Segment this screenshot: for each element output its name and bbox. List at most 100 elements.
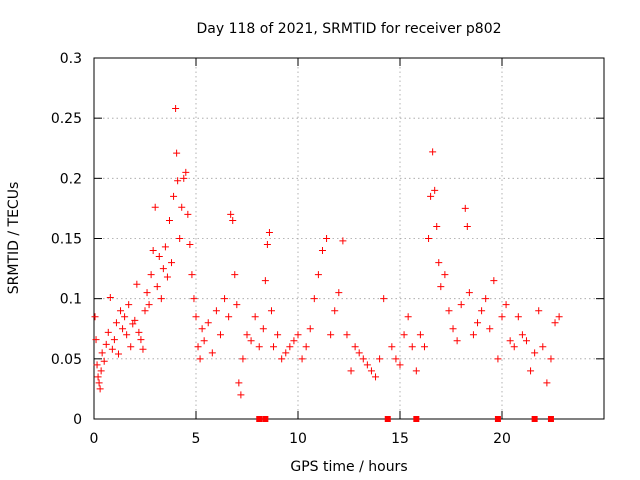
- data-point: [323, 235, 331, 242]
- x-axis-ticks: 0 5 10 15 20: [90, 58, 511, 447]
- data-point: [286, 343, 294, 351]
- data-point: [104, 328, 112, 336]
- data-point: [518, 331, 526, 339]
- data-point: [227, 210, 235, 218]
- data-point: [95, 379, 103, 387]
- data-point: [106, 293, 114, 301]
- data-point: [478, 307, 486, 315]
- data-point: [147, 271, 155, 279]
- data-point: [278, 355, 286, 363]
- data-point: [153, 283, 161, 291]
- data-point: [231, 271, 239, 279]
- data-point: [180, 174, 188, 182]
- data-point: [408, 343, 416, 351]
- data-point: [474, 319, 482, 327]
- data-point: [216, 331, 224, 339]
- data-point: [261, 277, 269, 285]
- data-point: [221, 295, 229, 303]
- data-point: [486, 325, 494, 333]
- data-point: [282, 349, 290, 357]
- data-point: [437, 283, 445, 291]
- data-point: [173, 149, 181, 157]
- grid-lines: [94, 58, 604, 419]
- data-point: [270, 343, 278, 351]
- data-point: [149, 247, 157, 255]
- data-point: [539, 343, 547, 351]
- data-point: [117, 307, 125, 315]
- data-point: [522, 337, 530, 345]
- data-point: [237, 391, 245, 399]
- data-point: [302, 343, 310, 351]
- data-point: [465, 289, 473, 297]
- data-point: [425, 235, 433, 242]
- data-point: [449, 325, 457, 333]
- data-point: [396, 361, 404, 369]
- data-point: [298, 355, 306, 363]
- data-point: [247, 337, 255, 345]
- zero-marker: [384, 416, 391, 422]
- data-point: [431, 186, 439, 194]
- data-point: [91, 313, 99, 321]
- data-point: [190, 295, 198, 303]
- data-point: [388, 343, 396, 351]
- data-point: [420, 343, 428, 351]
- y-axis-ticks: 0 0.05 0.1 0.15 0.2 0.25 0.3: [51, 51, 604, 428]
- data-point: [510, 343, 518, 351]
- data-point: [463, 222, 471, 230]
- data-point: [498, 313, 506, 321]
- data-point: [274, 331, 282, 339]
- data-point: [457, 301, 465, 309]
- data-point: [363, 361, 371, 369]
- data-point: [527, 367, 535, 375]
- data-point: [404, 313, 412, 321]
- data-point: [129, 320, 137, 328]
- y-tick-label: 0.25: [51, 111, 82, 127]
- data-point: [168, 259, 176, 267]
- data-point: [267, 307, 275, 315]
- data-point: [157, 295, 165, 303]
- data-point: [229, 216, 237, 224]
- data-point: [400, 331, 408, 339]
- chart-title: Day 118 of 2021, SRMTID for receiver p80…: [196, 21, 501, 37]
- data-point: [200, 337, 208, 345]
- data-point: [306, 325, 314, 333]
- data-point: [208, 349, 216, 357]
- data-point: [259, 325, 267, 333]
- data-point: [100, 357, 108, 365]
- data-point: [310, 295, 318, 303]
- data-point: [97, 367, 105, 375]
- x-tick-label: 10: [289, 431, 307, 447]
- data-point: [412, 367, 420, 375]
- data-point: [547, 355, 555, 363]
- data-point: [339, 237, 347, 245]
- data-point: [327, 331, 335, 339]
- data-point: [359, 355, 367, 363]
- x-tick-label: 15: [391, 431, 409, 447]
- data-point: [165, 216, 173, 224]
- data-point: [170, 192, 178, 200]
- y-tick-label: 0.05: [51, 352, 82, 368]
- data-point: [416, 331, 424, 339]
- data-point: [204, 319, 212, 327]
- x-axis-label: GPS time / hours: [290, 459, 407, 475]
- zero-markers: [256, 416, 554, 422]
- data-point: [178, 203, 186, 211]
- data-point: [182, 168, 190, 176]
- data-point: [161, 243, 169, 251]
- data-point: [94, 373, 102, 381]
- data-point: [98, 349, 106, 357]
- zero-marker: [262, 416, 269, 422]
- data-point: [172, 105, 180, 113]
- data-point: [198, 325, 206, 333]
- data-point: [93, 361, 101, 369]
- data-point: [427, 192, 435, 200]
- data-point: [355, 349, 363, 357]
- data-point: [141, 307, 149, 315]
- data-point: [127, 343, 135, 351]
- data-point: [367, 367, 375, 375]
- data-point: [351, 343, 359, 351]
- data-point: [506, 337, 514, 345]
- data-point: [137, 336, 145, 344]
- data-point: [110, 336, 118, 344]
